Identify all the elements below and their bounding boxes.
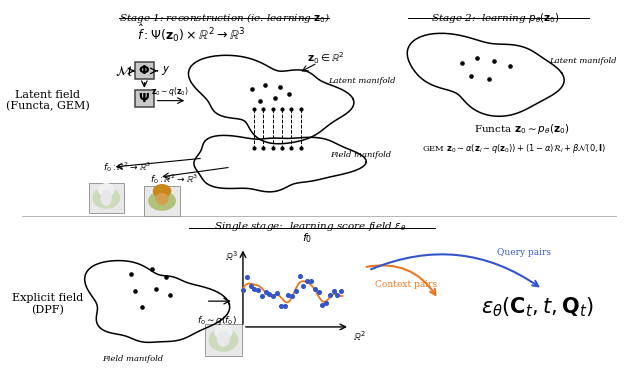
Text: $\mathbb{R}^2$: $\mathbb{R}^2$ xyxy=(353,329,365,343)
Point xyxy=(245,283,255,289)
Text: Single stage:  learning score field $\epsilon_{\theta}$: Single stage: learning score field $\eps… xyxy=(214,220,406,233)
Point xyxy=(324,292,335,298)
Text: $f_0 \sim q(f_0)$: $f_0 \sim q(f_0)$ xyxy=(197,314,237,327)
Text: GEM $\mathbf{z}_0 \sim \alpha(\mathbf{z}_i \sim q(\mathbf{z}_0)) + (1 - \alpha)\: GEM $\mathbf{z}_0 \sim \alpha(\mathbf{z}… xyxy=(422,142,606,155)
Text: $\hat{f} : \Psi(\mathbf{z}_0) \times \mathbb{R}^2 \rightarrow \mathbb{R}^3$: $\hat{f} : \Psi(\mathbf{z}_0) \times \ma… xyxy=(138,23,246,44)
FancyBboxPatch shape xyxy=(134,62,154,79)
Point xyxy=(328,288,339,294)
Text: Field manifold: Field manifold xyxy=(102,355,164,363)
Ellipse shape xyxy=(148,191,176,211)
Text: $f_0 : \mathbb{R}^2 \rightarrow \mathbb{R}^3$: $f_0 : \mathbb{R}^2 \rightarrow \mathbb{… xyxy=(104,160,152,174)
Point xyxy=(298,283,308,289)
Text: Context pairs: Context pairs xyxy=(374,280,436,289)
Text: $\mathbb{R}^3$: $\mathbb{R}^3$ xyxy=(225,250,238,263)
Ellipse shape xyxy=(100,190,112,206)
Text: Query pairs: Query pairs xyxy=(497,248,551,257)
Ellipse shape xyxy=(156,193,168,205)
Point xyxy=(276,303,286,309)
Point xyxy=(302,278,312,283)
Point xyxy=(291,288,301,294)
Text: $\mathcal{M}$: $\mathcal{M}$ xyxy=(115,64,132,78)
Text: $\mathbf{\Phi}$: $\mathbf{\Phi}$ xyxy=(138,64,150,77)
Point xyxy=(260,289,271,295)
Point xyxy=(332,292,342,298)
Point xyxy=(336,288,346,294)
Ellipse shape xyxy=(209,328,238,352)
Point xyxy=(264,291,275,297)
Text: $\mathbf{z}_0 \sim q(\mathbf{z}_0)$: $\mathbf{z}_0 \sim q(\mathbf{z}_0)$ xyxy=(152,85,189,98)
Text: $f_0 : \mathbb{R}^2 \rightarrow \mathbb{R}^3$: $f_0 : \mathbb{R}^2 \rightarrow \mathbb{… xyxy=(150,172,198,186)
Point xyxy=(242,274,252,280)
Point xyxy=(268,293,278,299)
Ellipse shape xyxy=(214,324,233,339)
Text: $\mathbf{z}_0 \in \mathbb{R}^2$: $\mathbf{z}_0 \in \mathbb{R}^2$ xyxy=(307,50,344,66)
Text: Stage 1: reconstruction (ie. learning $\mathbf{z}_0$): Stage 1: reconstruction (ie. learning $\… xyxy=(118,11,330,25)
Text: Field manifold: Field manifold xyxy=(330,151,392,159)
Point xyxy=(257,293,267,299)
Text: $\epsilon_{\theta}(\mathbf{C}_t, t, \mathbf{Q}_t)$: $\epsilon_{\theta}(\mathbf{C}_t, t, \mat… xyxy=(481,295,595,319)
Text: Explicit field
(DPF): Explicit field (DPF) xyxy=(12,293,83,315)
Point xyxy=(280,303,290,309)
Point xyxy=(283,292,293,298)
Text: Latent manifold: Latent manifold xyxy=(549,57,616,65)
Ellipse shape xyxy=(153,184,172,198)
Text: Functa $\mathbf{z}_0 \sim p_{\theta}(\mathbf{z}_0)$: Functa $\mathbf{z}_0 \sim p_{\theta}(\ma… xyxy=(474,122,569,137)
Point xyxy=(294,273,305,279)
Point xyxy=(321,300,332,306)
Text: $\mathcal{y}$: $\mathcal{y}$ xyxy=(161,64,170,77)
Text: Latent manifold: Latent manifold xyxy=(328,77,396,85)
FancyBboxPatch shape xyxy=(145,186,180,216)
Ellipse shape xyxy=(217,331,230,347)
FancyBboxPatch shape xyxy=(134,90,154,107)
Point xyxy=(310,286,320,292)
FancyBboxPatch shape xyxy=(205,324,242,356)
Text: $\mathbf{\Psi}$: $\mathbf{\Psi}$ xyxy=(138,92,150,105)
Point xyxy=(253,287,263,293)
Point xyxy=(317,302,328,308)
Point xyxy=(249,286,259,292)
Text: Stage 2:  learning $p_{\theta}(\mathbf{z}_0)$: Stage 2: learning $p_{\theta}(\mathbf{z}… xyxy=(431,11,561,25)
Point xyxy=(238,286,248,292)
Point xyxy=(314,289,324,295)
Point xyxy=(287,294,297,299)
Ellipse shape xyxy=(92,187,120,209)
FancyBboxPatch shape xyxy=(88,183,124,213)
Point xyxy=(272,290,282,296)
Text: $f_0$: $f_0$ xyxy=(302,231,312,244)
Text: Latent field
(Functa, GEM): Latent field (Functa, GEM) xyxy=(6,90,90,112)
Point xyxy=(306,278,316,284)
Ellipse shape xyxy=(98,183,115,197)
